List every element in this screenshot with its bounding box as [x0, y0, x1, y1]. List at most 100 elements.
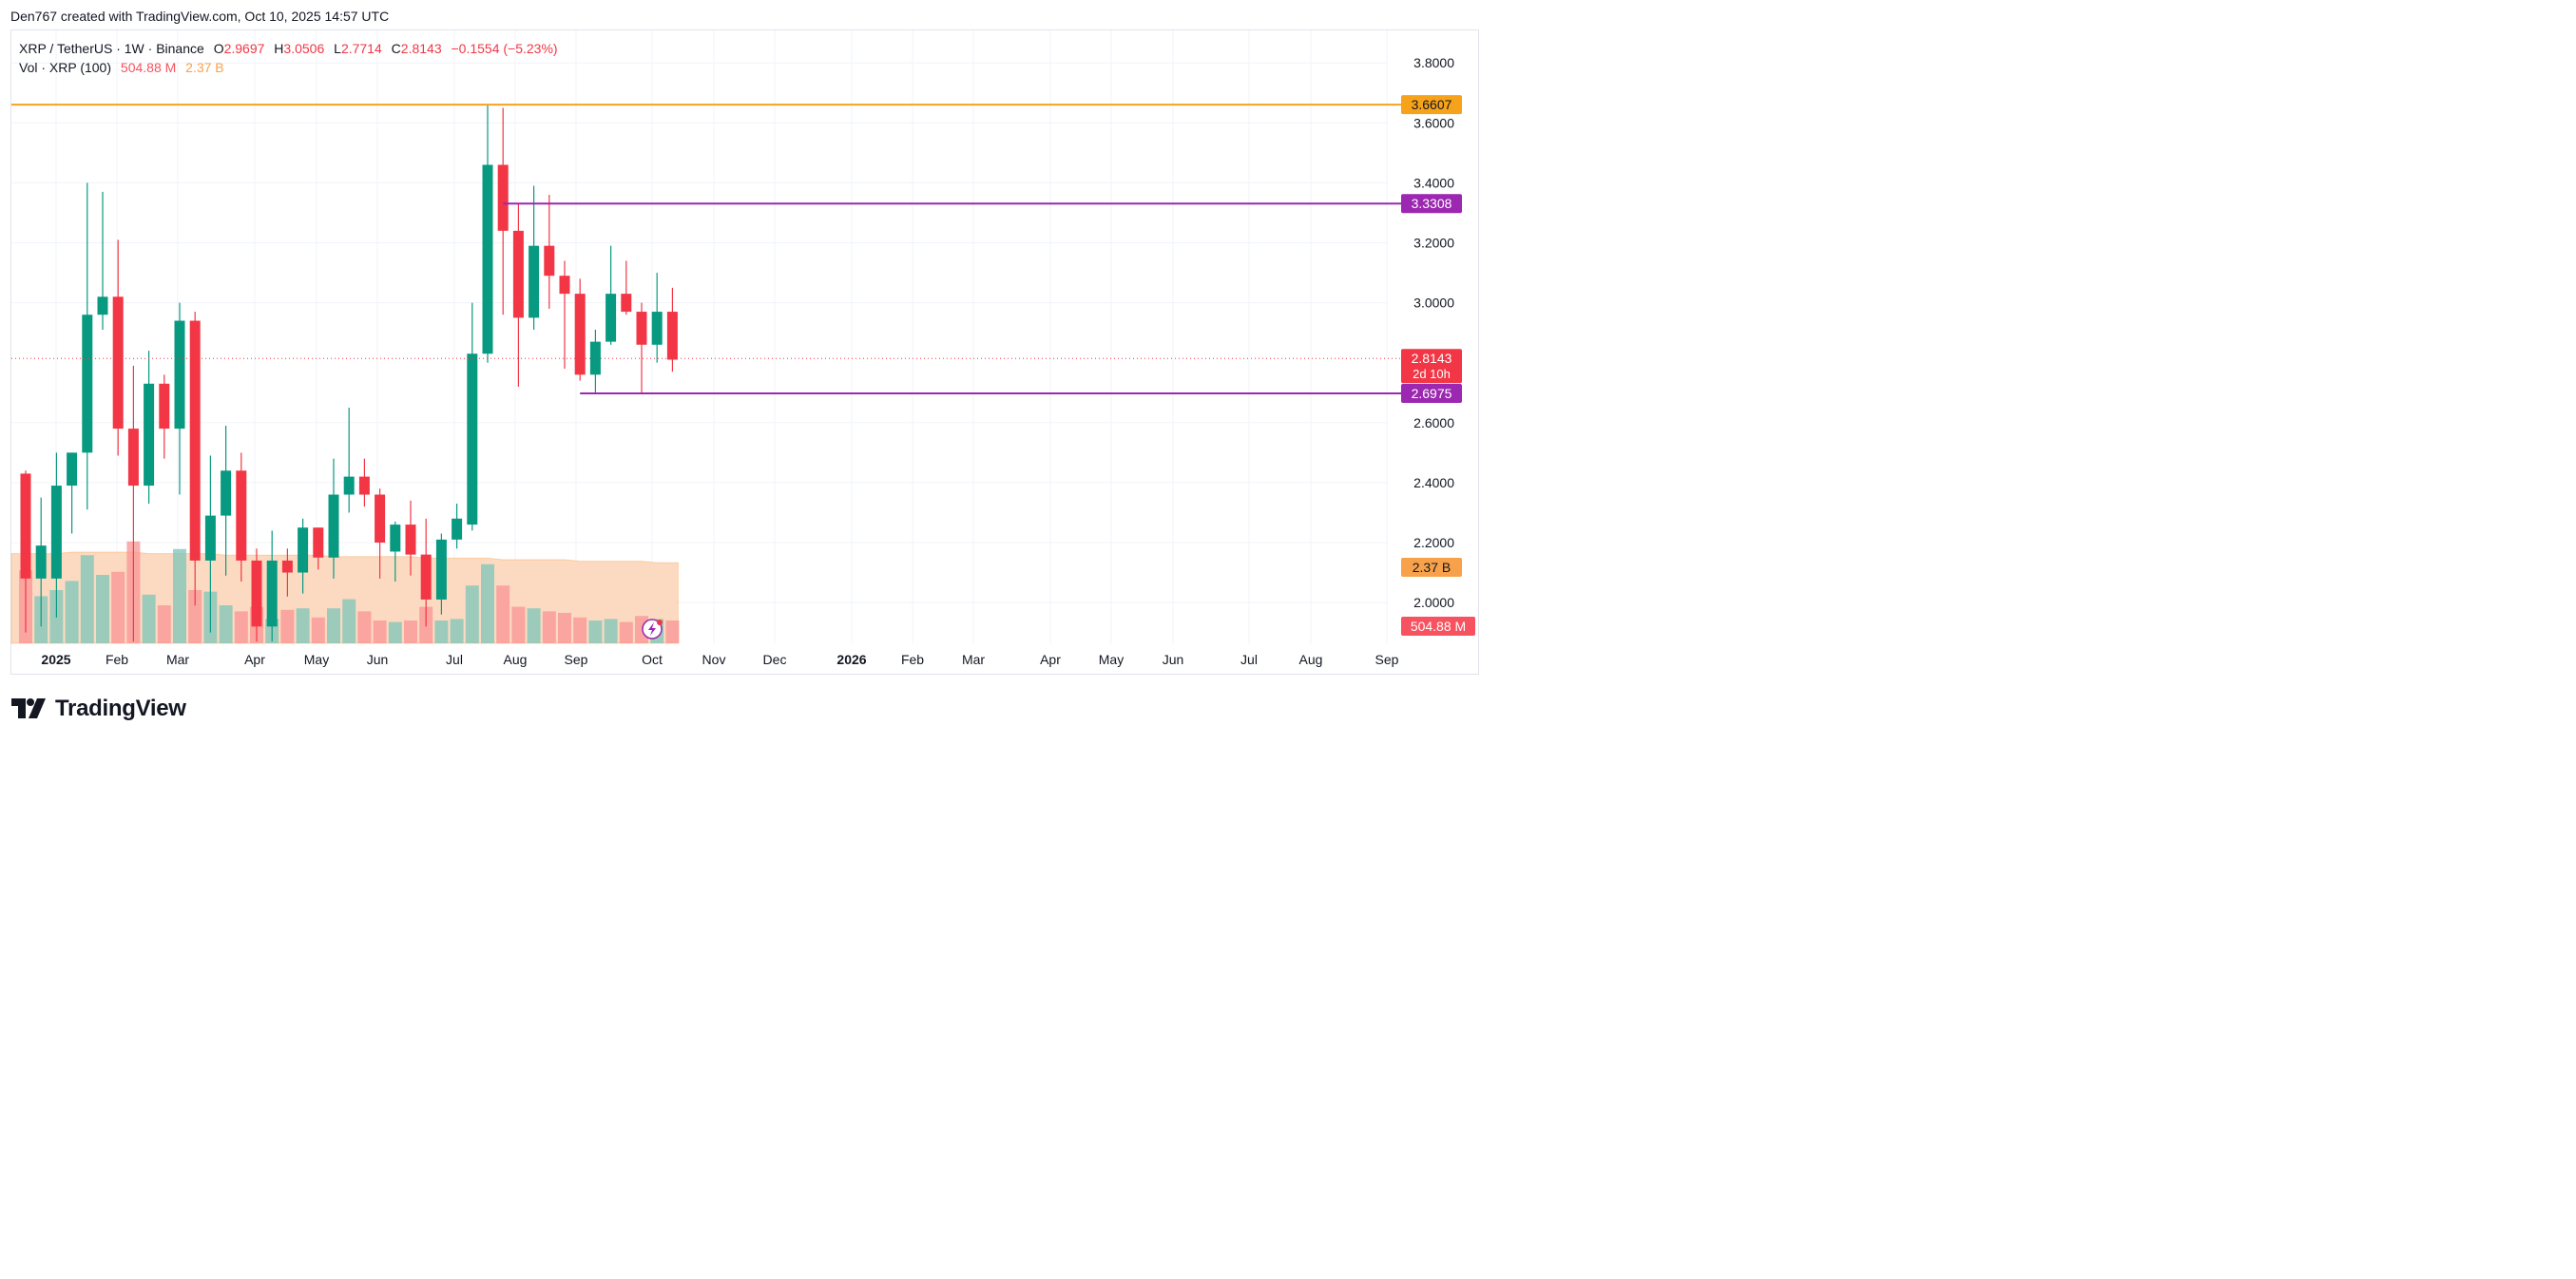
- level-price-badge: [1401, 384, 1462, 404]
- candle-body: [512, 230, 524, 318]
- candle-body: [20, 473, 31, 579]
- candle[interactable]: [82, 182, 93, 510]
- candle[interactable]: [266, 530, 278, 642]
- candle[interactable]: [452, 503, 463, 549]
- time-tick-label: Sep: [565, 652, 588, 667]
- candle[interactable]: [574, 278, 586, 381]
- candle[interactable]: [358, 458, 370, 507]
- volume-bar: [511, 606, 526, 643]
- candle[interactable]: [144, 351, 155, 504]
- volume-bar: [96, 575, 109, 643]
- time-axis: 2025 Feb Mar Apr May Jun Jul Aug Sep Oct Nov Dec 202…: [41, 652, 1398, 667]
- candle-body: [236, 470, 247, 561]
- candle[interactable]: [636, 302, 647, 393]
- volume-bar: [558, 613, 571, 643]
- level-price-label: 3.6607: [1412, 97, 1452, 112]
- candle[interactable]: [512, 203, 524, 387]
- candle[interactable]: [251, 548, 262, 642]
- candle[interactable]: [666, 287, 678, 372]
- legend-volume-ma: 2.37 B: [185, 60, 224, 75]
- time-tick-label: Aug: [1299, 652, 1323, 667]
- candle[interactable]: [50, 452, 62, 618]
- volume-bar: [619, 621, 633, 643]
- candle[interactable]: [529, 185, 540, 330]
- volume-current-label: 504.88 M: [1411, 619, 1466, 634]
- candle[interactable]: [313, 527, 324, 570]
- candle[interactable]: [390, 521, 401, 582]
- candle[interactable]: [405, 500, 416, 576]
- candle[interactable]: [281, 548, 293, 597]
- candle-body: [529, 245, 540, 318]
- price-tick-label: 2.6000: [1413, 415, 1454, 430]
- candle-body: [112, 296, 124, 430]
- candle[interactable]: [221, 425, 232, 576]
- candle-body: [221, 470, 232, 516]
- candle-body: [666, 312, 678, 360]
- candle-body: [204, 515, 216, 561]
- volume-bar: [404, 620, 417, 643]
- volume-bar: [219, 605, 233, 643]
- candle[interactable]: [204, 455, 216, 633]
- time-tick-label: 2026: [836, 652, 866, 667]
- legend-low-value: 2.7714: [340, 41, 382, 56]
- candle[interactable]: [559, 260, 570, 370]
- candle[interactable]: [482, 105, 493, 363]
- replay-icon[interactable]: [642, 619, 663, 640]
- candle[interactable]: [298, 518, 309, 594]
- time-tick-label: Feb: [901, 652, 924, 667]
- candle-body: [189, 320, 201, 561]
- legend-close-value: 2.8143: [400, 41, 442, 56]
- time-tick-label: Nov: [702, 652, 726, 667]
- volume-bar: [542, 611, 556, 643]
- grid-lines: [11, 30, 1388, 643]
- volume-bar: [234, 611, 248, 643]
- candle[interactable]: [189, 312, 201, 606]
- candle-body: [390, 525, 401, 552]
- candle[interactable]: [621, 260, 632, 315]
- candle[interactable]: [467, 302, 478, 531]
- candle[interactable]: [112, 239, 124, 456]
- price-axis: 3.8000 3.6000 3.4000 3.2000 3.0000 2.6000 2.40…: [1413, 55, 1454, 610]
- candle[interactable]: [544, 195, 555, 309]
- volume-bar: [111, 571, 125, 643]
- candle-body: [174, 320, 185, 430]
- candle[interactable]: [589, 329, 601, 393]
- candle[interactable]: [497, 107, 509, 315]
- legend-symbol[interactable]: XRP / TetherUS · 1W · Binance: [19, 41, 204, 56]
- time-tick-label: Jul: [1240, 652, 1258, 667]
- volume-bar: [142, 594, 156, 643]
- candle-body: [313, 527, 324, 558]
- candle-body: [67, 452, 78, 487]
- candle[interactable]: [328, 458, 339, 579]
- candle[interactable]: [375, 488, 386, 579]
- price-tick-label: 2.4000: [1413, 475, 1454, 490]
- candle[interactable]: [127, 365, 139, 642]
- time-tick-label: Mar: [962, 652, 985, 667]
- candle[interactable]: [97, 191, 108, 330]
- volume-bar: [527, 608, 541, 643]
- chart-frame: [10, 29, 1479, 675]
- candle[interactable]: [159, 374, 170, 459]
- candle-body: [651, 312, 663, 345]
- price-tick-label: 3.2000: [1413, 236, 1454, 251]
- volume-pane: [10, 541, 680, 644]
- candle[interactable]: [35, 497, 47, 627]
- candle[interactable]: [420, 518, 432, 627]
- level-price-badge: [1401, 95, 1462, 115]
- candle[interactable]: [651, 273, 663, 363]
- chart-credit: Den767 created with TradingView.com, Oct…: [10, 9, 390, 24]
- candle[interactable]: [67, 452, 78, 534]
- candle[interactable]: [20, 470, 31, 633]
- candle[interactable]: [343, 408, 355, 513]
- volume-bar: [296, 608, 310, 643]
- legend-high-label: H: [274, 41, 284, 56]
- candle[interactable]: [236, 452, 247, 582]
- candle[interactable]: [174, 302, 185, 495]
- candle[interactable]: [435, 533, 447, 615]
- legend-volume-label[interactable]: Vol · XRP (100): [19, 60, 112, 75]
- legend-open-value: 2.9697: [223, 41, 265, 56]
- candle[interactable]: [606, 245, 617, 345]
- candle-body: [97, 296, 108, 315]
